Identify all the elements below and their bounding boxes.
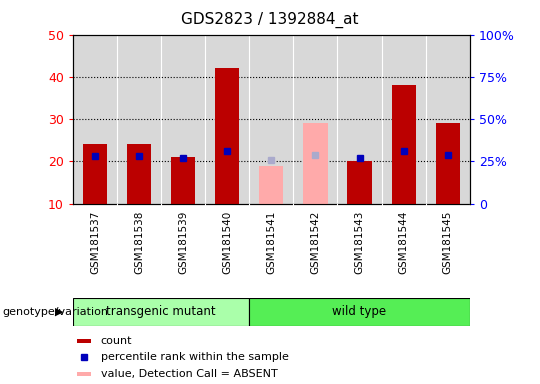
- Text: percentile rank within the sample: percentile rank within the sample: [100, 353, 288, 362]
- Bar: [73, 298, 249, 326]
- Text: GSM181539: GSM181539: [178, 211, 188, 275]
- Text: wild type: wild type: [333, 306, 387, 318]
- Bar: [303, 123, 328, 204]
- Text: GSM181544: GSM181544: [399, 211, 409, 275]
- Text: GSM181540: GSM181540: [222, 211, 232, 274]
- Text: count: count: [100, 336, 132, 346]
- Bar: [171, 157, 195, 204]
- Text: GSM181542: GSM181542: [310, 211, 320, 275]
- Text: GSM181537: GSM181537: [90, 211, 100, 275]
- Bar: [392, 85, 416, 204]
- Bar: [215, 68, 239, 204]
- Bar: [77, 339, 91, 343]
- Text: GSM181543: GSM181543: [355, 211, 365, 275]
- Text: GDS2823 / 1392884_at: GDS2823 / 1392884_at: [181, 12, 359, 28]
- Text: GSM181538: GSM181538: [134, 211, 144, 275]
- Text: GSM181541: GSM181541: [266, 211, 276, 275]
- Text: transgenic mutant: transgenic mutant: [106, 306, 216, 318]
- Text: value, Detection Call = ABSENT: value, Detection Call = ABSENT: [100, 369, 278, 379]
- Text: GSM181545: GSM181545: [443, 211, 453, 275]
- Text: genotype/variation: genotype/variation: [3, 307, 109, 317]
- Text: ▶: ▶: [55, 307, 64, 317]
- Bar: [436, 123, 460, 204]
- Bar: [249, 298, 470, 326]
- Bar: [127, 144, 151, 204]
- Bar: [347, 161, 372, 204]
- Bar: [83, 144, 107, 204]
- Bar: [77, 372, 91, 376]
- Bar: [259, 166, 284, 204]
